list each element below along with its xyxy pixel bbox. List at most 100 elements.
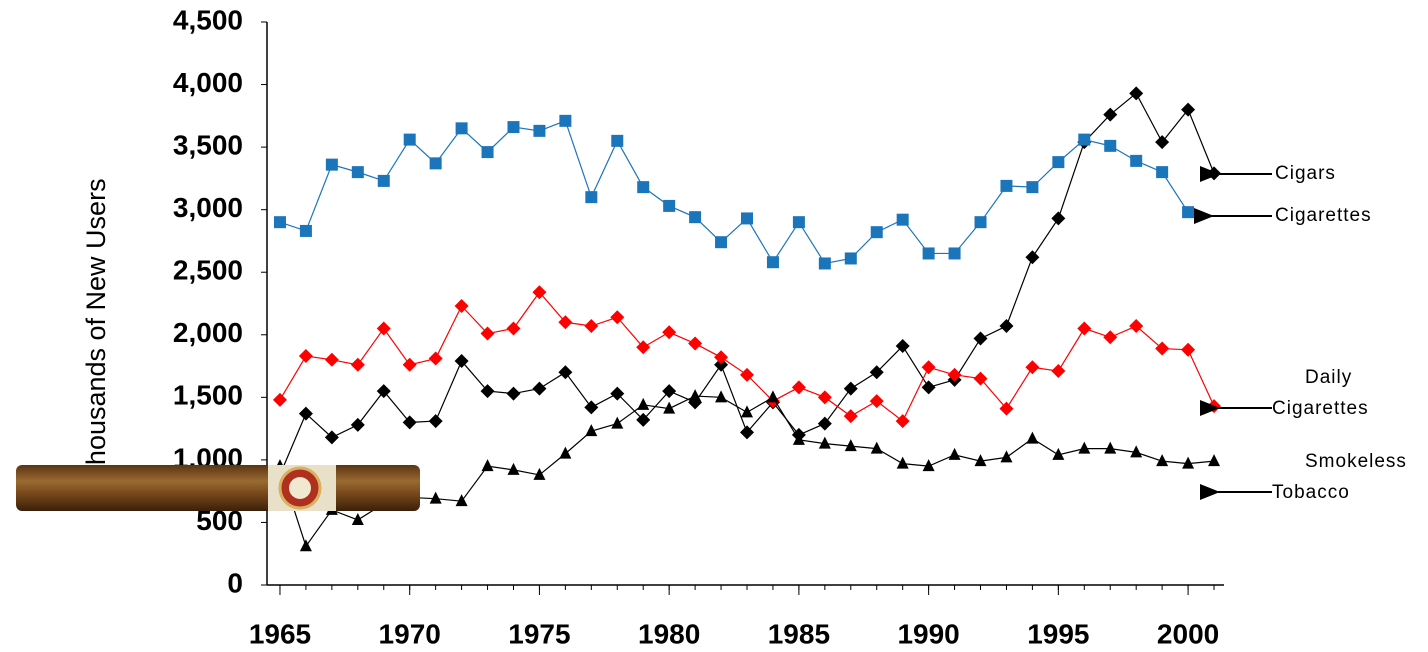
data-point <box>1156 166 1169 179</box>
data-point <box>402 357 417 372</box>
data-point <box>507 121 520 134</box>
cigar-emblem-center <box>289 477 311 499</box>
data-point <box>869 394 884 409</box>
data-point <box>299 539 312 552</box>
data-point <box>870 441 883 454</box>
y-tick-label: 0 <box>227 567 243 598</box>
data-point <box>921 360 936 375</box>
y-tick-label: 4,000 <box>173 67 243 98</box>
data-point <box>817 390 832 405</box>
data-point <box>558 365 573 380</box>
data-point <box>1051 211 1066 226</box>
y-axis-label: Thousands of New Users <box>81 178 111 481</box>
data-point <box>1052 156 1065 169</box>
data-point <box>999 319 1014 334</box>
data-point <box>507 462 520 475</box>
data-point <box>817 416 832 431</box>
data-point <box>429 491 442 504</box>
y-tick-label: 1,500 <box>173 380 243 411</box>
data-point <box>740 425 754 440</box>
data-point <box>1077 321 1092 336</box>
data-point <box>922 247 935 260</box>
data-point <box>403 133 416 146</box>
x-tick-label: 1975 <box>508 618 570 649</box>
data-point <box>455 122 468 135</box>
series-line <box>279 92 1215 476</box>
data-point <box>1156 454 1169 467</box>
data-point <box>325 158 338 171</box>
data-point <box>585 191 598 204</box>
data-point <box>1129 319 1144 334</box>
series-annotation: Cigarettes <box>1275 205 1372 226</box>
data-point <box>715 390 728 403</box>
data-point <box>1181 342 1196 357</box>
data-point <box>896 213 909 226</box>
data-point <box>1182 456 1195 469</box>
data-point <box>1078 441 1091 454</box>
data-point <box>298 406 313 421</box>
x-tick-label: 2000 <box>1157 618 1219 649</box>
data-point <box>948 447 961 460</box>
data-point <box>481 459 494 472</box>
data-point <box>585 424 598 437</box>
annotation-line: Cigarettes <box>1272 398 1369 419</box>
data-point <box>532 285 547 300</box>
data-point <box>299 224 312 237</box>
data-point <box>611 134 624 147</box>
data-point <box>715 236 728 249</box>
data-point <box>455 494 468 507</box>
x-tick-label: 1990 <box>897 618 959 649</box>
data-point <box>818 436 831 449</box>
data-point <box>973 371 988 386</box>
data-point <box>636 340 651 355</box>
annotation-line: Smokeless <box>1305 451 1407 472</box>
data-point <box>999 401 1014 416</box>
data-point <box>896 456 909 469</box>
data-point <box>610 386 625 401</box>
data-point <box>428 351 443 366</box>
data-point <box>610 310 625 325</box>
series-annotation: Smokeless Tobacco <box>1272 451 1407 503</box>
data-point <box>298 349 313 364</box>
data-point <box>558 315 573 330</box>
data-point <box>584 319 599 334</box>
data-point <box>533 467 546 480</box>
data-point <box>741 212 753 225</box>
data-point <box>741 405 753 418</box>
x-tick-label: 1965 <box>249 618 311 649</box>
data-point <box>1129 86 1144 101</box>
data-point <box>740 367 754 382</box>
data-point <box>689 211 702 224</box>
data-point <box>792 432 805 445</box>
data-point <box>973 331 988 346</box>
series-line <box>279 120 1189 265</box>
x-tick-label: 1985 <box>768 618 830 649</box>
data-point <box>663 401 676 414</box>
x-tick-label: 1995 <box>1027 618 1089 649</box>
data-point <box>974 216 987 229</box>
data-point <box>818 257 831 270</box>
data-point <box>791 380 806 395</box>
data-point <box>1103 330 1118 345</box>
data-point <box>351 166 364 179</box>
data-point <box>611 416 624 429</box>
data-point <box>272 392 287 407</box>
data-point <box>637 181 650 194</box>
data-point <box>792 216 805 229</box>
data-point <box>454 354 469 369</box>
data-point <box>584 400 599 415</box>
y-tick-label: 4,500 <box>173 4 243 35</box>
series-annotation: Daily Cigarettes <box>1272 367 1369 419</box>
data-point <box>428 414 443 429</box>
data-point <box>869 365 884 380</box>
x-tick-label: 1970 <box>379 618 441 649</box>
data-point <box>636 412 651 427</box>
data-point <box>1181 102 1196 117</box>
data-point <box>895 414 910 429</box>
data-point <box>506 386 521 401</box>
data-point <box>480 326 495 341</box>
data-point <box>663 199 676 212</box>
data-point <box>1025 360 1040 375</box>
data-point <box>1104 441 1117 454</box>
